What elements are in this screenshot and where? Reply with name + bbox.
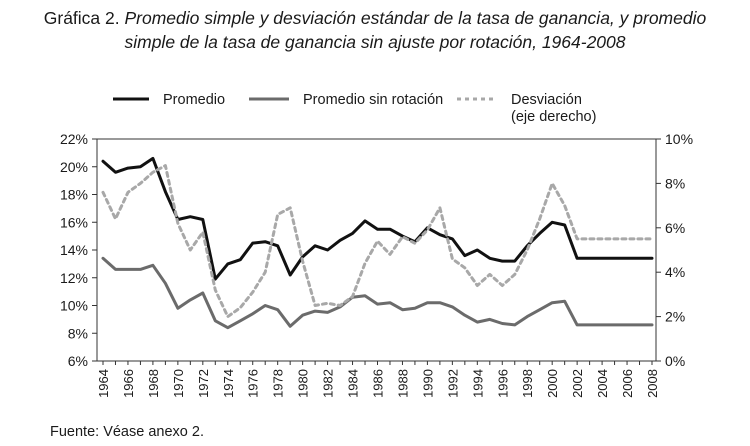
x-tick-label: 1966 [121, 369, 136, 398]
series-promedio-line [101, 156, 654, 281]
x-tick-label: 1984 [346, 369, 361, 398]
y-left-tick-label: 18% [60, 187, 88, 203]
x-tick-label: 1980 [296, 369, 311, 398]
y-left-tick-label: 12% [60, 270, 88, 286]
x-tick-label: 2002 [570, 369, 585, 398]
x-tick-label: 1996 [495, 369, 510, 398]
title-lead: Gráfica 2. [43, 8, 120, 28]
x-tick-label: 1982 [321, 369, 336, 398]
y-left-tick-label: 22% [60, 131, 88, 147]
legend-promedio-label: Promedio [163, 92, 225, 108]
y-left-tick-label: 8% [68, 325, 88, 341]
x-tick-label: 1988 [395, 369, 410, 398]
legend-desviacion-label-2: (eje derecho) [511, 109, 596, 125]
y-right-tick-label: 4% [665, 264, 685, 280]
source-note: Fuente: Véase anexo 2. [50, 424, 204, 440]
chart-title: Gráfica 2. Promedio simple y desviación … [0, 6, 750, 54]
x-tick-label: 1992 [445, 369, 460, 398]
x-tick-label: 1986 [371, 369, 386, 398]
plot-frame [96, 138, 657, 362]
y-right-tick-label: 10% [665, 131, 693, 147]
x-tick-label: 1990 [420, 369, 435, 398]
y-left-tick-label: 16% [60, 214, 88, 230]
x-tick-label: 1970 [171, 369, 186, 398]
x-tick-label: 2004 [595, 369, 610, 398]
x-tick-label: 1978 [271, 369, 286, 398]
legend-sin-rotacion-label: Promedio sin rotación [303, 92, 443, 108]
x-tick-label: 1972 [196, 369, 211, 398]
series-sin-rotacion-line [101, 256, 654, 330]
y-right-tick-label: 0% [665, 353, 685, 369]
title-line-2: simple de la tasa de ganancia sin ajuste… [124, 32, 626, 52]
x-tick-label: 1974 [221, 369, 236, 398]
y-left-tick-label: 20% [60, 159, 88, 175]
x-tick-label: 1976 [246, 369, 261, 398]
series-desviacion-line [101, 164, 654, 319]
x-tick-label: 1968 [146, 369, 161, 398]
x-tick-label: 2006 [620, 369, 635, 398]
y-right-tick-label: 6% [665, 220, 685, 236]
y-left-tick-label: 14% [60, 242, 88, 258]
x-tick-label: 2000 [545, 369, 560, 398]
x-tick-label: 1994 [470, 369, 485, 398]
y-left-tick-label: 6% [68, 353, 88, 369]
legend-desviacion-label: Desviación [511, 92, 582, 108]
y-right-tick-label: 2% [665, 309, 685, 325]
x-tick-label: 1998 [520, 369, 535, 398]
y-right-tick-label: 8% [665, 175, 685, 191]
title-line-1: Promedio simple y desviación estándar de… [124, 8, 707, 28]
x-tick-label: 2008 [645, 369, 660, 398]
x-tick-label: 1964 [96, 369, 111, 398]
y-left-tick-label: 10% [60, 298, 88, 314]
